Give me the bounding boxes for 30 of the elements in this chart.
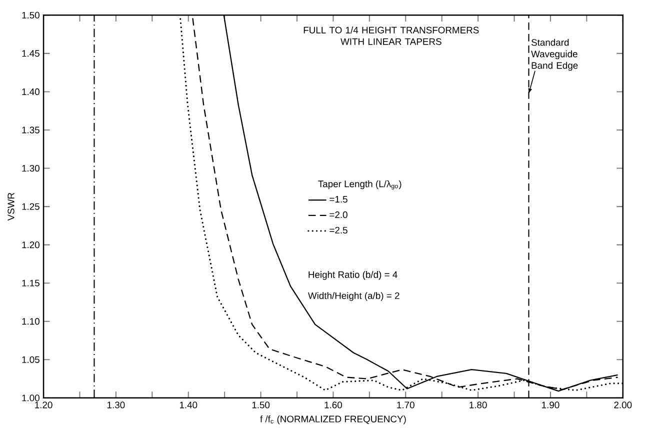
x-tick-label: 1.80 xyxy=(470,402,487,408)
text: FULL TO 1/4 HEIGHT TRANSFORMERS WITH LINEAR TAPERS xyxy=(304,26,479,45)
y-tick-label: 1.05 xyxy=(22,356,40,364)
y-tick-label: 1.15 xyxy=(22,280,40,286)
y-tick-label: 1.25 xyxy=(22,203,40,210)
y-tick-label: 1.35 xyxy=(22,126,40,134)
x-axis-title: f /f$_{c}$ (NORMALIZED FREQUENCY) xyxy=(260,416,406,424)
y-tick-label: 1.00 xyxy=(22,394,40,402)
x-tick-label: 1.90 xyxy=(542,402,560,408)
y-tick-label: 1.10 xyxy=(22,318,40,325)
x-tick-label: 1.30 xyxy=(108,402,125,408)
x-tick-label: 2.00 xyxy=(614,402,632,408)
x-tick-label: 1.60 xyxy=(324,402,342,408)
x-tick-label: 1.20 xyxy=(35,402,52,408)
legend-title: Taper Length (L/λ$_{go}$) xyxy=(318,180,402,190)
annotation: Width/Height (a/b) = 2 xyxy=(308,292,400,301)
legend-label: =2.5 xyxy=(330,226,348,234)
x-tick-label: 1.50 xyxy=(252,402,270,408)
y-axis-title: VSWR xyxy=(8,192,14,221)
legend-label: =2.0 xyxy=(330,211,348,218)
x-tick-label: 1.40 xyxy=(180,402,198,408)
y-tick-label: 1.50 xyxy=(22,12,40,19)
legend-label: =1.5 xyxy=(330,196,348,203)
annotation: Height Ratio (b/d) = 4 xyxy=(308,271,398,280)
y-tick-label: 1.40 xyxy=(22,88,40,96)
y-tick-label: 1.20 xyxy=(22,242,40,248)
ref-line-label: Standard Waveguide Band Edge xyxy=(531,38,578,71)
y-tick-label: 1.45 xyxy=(22,50,40,57)
x-tick-label: 1.70 xyxy=(397,402,414,408)
y-tick-label: 1.30 xyxy=(22,164,40,172)
